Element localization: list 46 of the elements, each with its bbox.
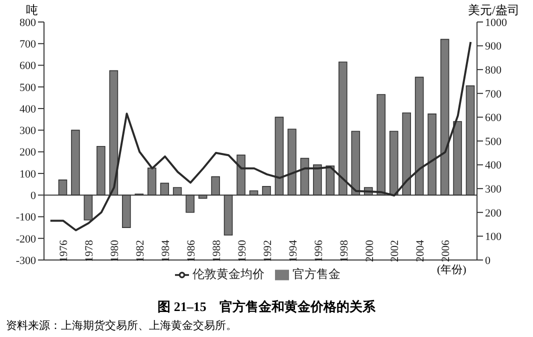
y-axis-title: 吨 xyxy=(26,2,38,18)
y2-tick-label: 200 xyxy=(485,207,502,220)
x-tick-label: 1994 xyxy=(287,240,300,262)
y2-tick-label: 0 xyxy=(485,254,491,267)
y2-axis-title: 美元/盎司 xyxy=(468,2,520,18)
x-tick-label: 2002 xyxy=(389,240,402,262)
y-tick-label: 400 xyxy=(20,103,36,116)
y2-tick-label: 500 xyxy=(485,136,502,148)
y2-tick-label: 1000 xyxy=(485,16,508,29)
x-tick-label: 2000 xyxy=(364,240,376,262)
y2-tick-label: 900 xyxy=(485,40,502,53)
x-tick-label: 1984 xyxy=(160,240,172,262)
text: 图 21–15 官方售金和黄金价格的关系 xyxy=(156,298,376,316)
x-tick-label: 1990 xyxy=(236,240,248,262)
y2-tick-label: 300 xyxy=(485,184,502,196)
x-tick-label: 1986 xyxy=(185,240,198,262)
x-tick-label: 1976 xyxy=(58,240,70,262)
y-tick-label: 700 xyxy=(20,38,36,51)
x-tick-label: 1998 xyxy=(338,240,350,262)
x-axis-title: (年份) xyxy=(437,263,466,277)
y2-tick-label: 100 xyxy=(485,231,502,244)
x-tick-label: 1982 xyxy=(134,240,147,262)
x-tick-label: 2004 xyxy=(414,240,427,262)
y-tick-label: 800 xyxy=(20,16,36,29)
y2-tick-label: 600 xyxy=(485,112,502,124)
legend-label: 官方售金 xyxy=(292,267,340,281)
y-tick-label: 300 xyxy=(20,125,36,138)
text: 资料来源：上海期货交易所、上海黄金交易所。 xyxy=(6,318,237,333)
x-tick-label: 1980 xyxy=(109,240,122,262)
x-tick-label: 1988 xyxy=(210,240,223,262)
x-tick-label: 1996 xyxy=(312,240,325,262)
y2-tick-label: 700 xyxy=(485,88,502,100)
x-tick-label: 2006 xyxy=(440,240,452,262)
y-tick-label: -100 xyxy=(16,212,36,224)
y2-tick-label: 800 xyxy=(485,64,502,77)
y-tick-label: 100 xyxy=(20,168,36,180)
y-tick-label: 200 xyxy=(20,146,36,159)
y-tick-label: 0 xyxy=(30,190,36,202)
x-tick-label: 1992 xyxy=(262,240,274,262)
y-tick-label: -300 xyxy=(16,254,36,267)
y-tick-label: 500 xyxy=(20,82,36,94)
legend-label: 伦敦黄金均价 xyxy=(192,267,264,281)
x-tick-label: 1978 xyxy=(84,240,96,262)
y-tick-label: -200 xyxy=(16,233,36,246)
y2-tick-label: 400 xyxy=(485,160,502,172)
y-tick-label: 600 xyxy=(20,60,36,72)
